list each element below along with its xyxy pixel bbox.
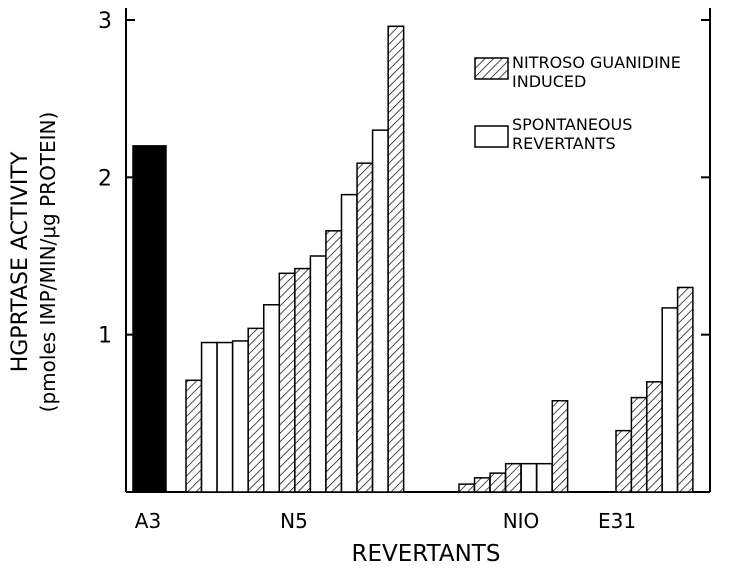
x-category-label: A3 [135, 509, 161, 533]
bar-n5-4 [231, 340, 249, 493]
bar-n5-5 [247, 327, 265, 493]
y-ticks: 1 2 3 [98, 9, 710, 349]
bar-n5-6 [263, 304, 280, 493]
bar-n5-14 [387, 25, 405, 493]
bar-e31-3 [646, 381, 663, 493]
bar-n5-1 [185, 379, 203, 493]
bar-n5-10 [325, 230, 343, 493]
bar-n5-8 [294, 267, 312, 493]
bar-n5-11 [340, 193, 358, 493]
bar-a3-1 [132, 145, 167, 493]
legend-swatch-spont [474, 125, 509, 148]
bar-e31-5 [676, 286, 694, 493]
bar-nio-4 [504, 462, 522, 493]
legend-swatch-ng [474, 57, 509, 80]
legend-label-ng-line1: NITROSO GUANIDINE [512, 53, 681, 72]
y-axis-label-line1: HGPRTASE ACTIVITY [8, 151, 33, 372]
bar-n5-9 [309, 255, 327, 493]
bar-nio-7 [551, 399, 569, 493]
bars [132, 25, 694, 493]
bar-nio-2 [473, 477, 491, 493]
legend: NITROSO GUANIDINE INDUCED SPONTANEOUS RE… [474, 53, 681, 153]
x-category-label: N5 [280, 509, 308, 533]
y-tick-label: 3 [98, 9, 112, 34]
bar-n5-12 [356, 162, 374, 493]
legend-label-spont-line1: SPONTANEOUS [512, 115, 632, 134]
legend-label-spont-line2: REVERTANTS [512, 134, 616, 153]
y-tick-label: 1 [98, 324, 112, 349]
bar-n5-3 [216, 341, 234, 493]
bar-nio-6 [536, 462, 553, 493]
y-tick-label: 2 [98, 166, 112, 191]
x-category-label: NIO [503, 509, 540, 533]
bar-e31-1 [615, 429, 633, 493]
bar-n5-2 [200, 341, 218, 493]
x-category-labels: A3 N5 NIO E31 [135, 509, 636, 533]
bar-e31-4 [661, 307, 679, 493]
bar-e31-2 [630, 396, 648, 493]
bar-n5-13 [371, 129, 389, 493]
bar-nio-1 [458, 483, 476, 493]
bar-n5-7 [278, 272, 296, 493]
x-axis-label: REVERTANTS [352, 541, 501, 567]
bar-nio-5 [520, 462, 538, 493]
x-category-label: E31 [598, 509, 636, 533]
legend-label-ng-line2: INDUCED [512, 72, 586, 91]
bar-nio-3 [489, 472, 507, 493]
y-axis-label: HGPRTASE ACTIVITY (pmoles IMP/MIN/μg PRO… [8, 112, 60, 413]
y-axis-label-line2: (pmoles IMP/MIN/μg PROTEIN) [36, 112, 60, 413]
